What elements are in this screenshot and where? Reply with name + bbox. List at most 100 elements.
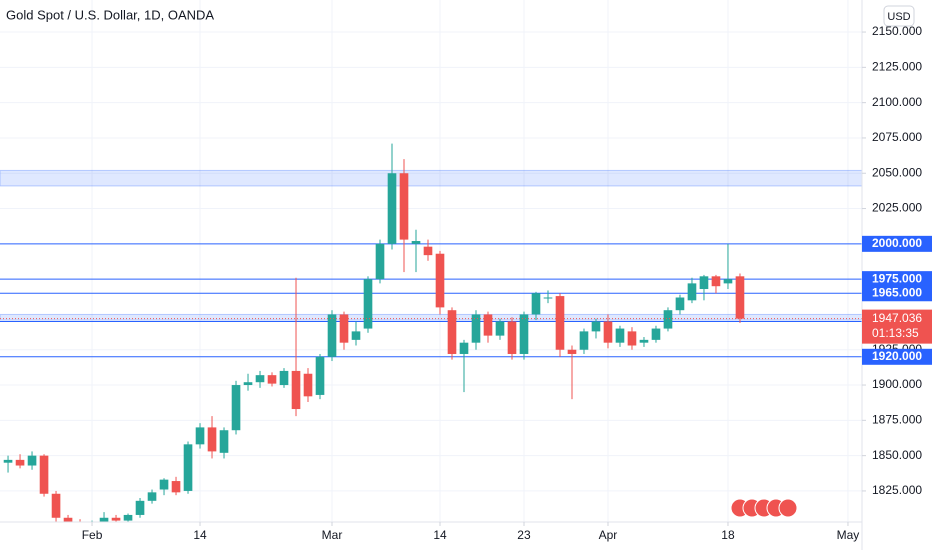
candle-body [351,331,361,340]
last-price-badge [862,309,932,344]
candle-body [495,321,505,336]
candle-body [519,314,529,354]
candle-body [699,276,709,290]
axis-labels: 1825.0001850.0001875.0001900.0001925.000… [82,24,932,542]
candle-body [603,321,613,343]
candle-body [339,314,349,343]
logo [730,498,798,518]
chart-title: Gold Spot / U.S. Dollar, 1D, OANDA [6,7,214,22]
y-tick-label: 2075.000 [872,130,922,144]
candle-body [147,492,157,501]
candle-body [555,296,565,350]
y-tick-label: 1850.000 [872,448,922,462]
candle-body [207,427,217,452]
level-badge [862,235,932,252]
x-tick-label: May [837,528,860,542]
currency-button[interactable] [883,5,915,27]
candle-body [327,314,337,357]
candle-body [135,500,145,515]
candle-body [675,297,685,311]
candle-body [267,375,277,384]
candle-body [291,370,301,410]
candles [0,143,862,522]
y-tick-label: 2025.000 [872,201,922,215]
zone [0,313,862,321]
candle-body [411,241,421,244]
level-label: 1920.000 [872,349,922,363]
candle-body [627,331,637,346]
candle-body [723,279,733,284]
candle-body [171,481,181,493]
candle-body [303,373,313,397]
candle-body [447,310,457,354]
x-tick-label: Feb [82,528,103,542]
candle-body [687,283,697,301]
candle-body [459,342,469,354]
candle-body [471,314,481,343]
candle-body [567,349,577,354]
candle-body [123,514,133,521]
candle-body [399,173,409,240]
zones [0,169,862,358]
candle-body [543,297,553,299]
candle-body [195,427,205,445]
candle-body [483,314,493,336]
candle-body [507,321,517,354]
candle-body [27,455,37,466]
y-tick-label: 2050.000 [872,165,922,179]
level-badge [862,271,932,288]
candle-body [111,517,121,521]
y-tick-label: 2150.000 [872,24,922,38]
candle-body [531,293,541,315]
y-tick-label: 1825.000 [872,483,922,497]
candle-body [363,279,373,329]
candle-body [639,339,649,343]
x-tick-label: 14 [193,528,207,542]
level-label: 2000.000 [872,236,922,250]
candle-body [423,246,433,256]
x-tick-label: 23 [517,528,531,542]
y-tick-label: 1875.000 [872,413,922,427]
x-tick-label: Mar [322,528,343,542]
candle-body [591,321,601,332]
level-label: 1975.000 [872,271,922,285]
candle-body [39,455,49,494]
candle-body [219,430,229,453]
candle-body [255,375,265,383]
candle-body [387,173,397,244]
candle-body [651,328,661,340]
candle-body [159,479,169,490]
zone [0,169,862,187]
level-badge [862,348,932,365]
x-tick-label: Apr [599,528,618,542]
currency-label[interactable]: USD [887,11,910,23]
level-label: 1965.000 [872,285,922,299]
candle-body [3,459,13,463]
y-tick-label: 2100.000 [872,95,922,109]
candle-body [735,276,745,319]
countdown: 01:13:35 [872,326,919,340]
candle-body [243,382,253,386]
candle-body [231,385,241,431]
x-tick-label: 18 [721,528,735,542]
last-price-label: 1947.036 [872,311,922,325]
candle-body [663,310,673,329]
candle-body [315,356,325,395]
y-tick-label: 2125.000 [872,60,922,74]
candle-body [51,493,61,518]
y-tick-label: 1900.000 [872,377,922,391]
candle-body [15,459,25,466]
candle-body [99,517,109,522]
candle-body [579,331,589,350]
candle-body [711,276,721,287]
candle-body [63,517,73,522]
x-tick-label: 14 [433,528,447,542]
level-badge [862,285,932,302]
candle-body [435,253,445,308]
candle-body [183,444,193,491]
candle-body [615,328,625,343]
candle-body [279,370,289,386]
